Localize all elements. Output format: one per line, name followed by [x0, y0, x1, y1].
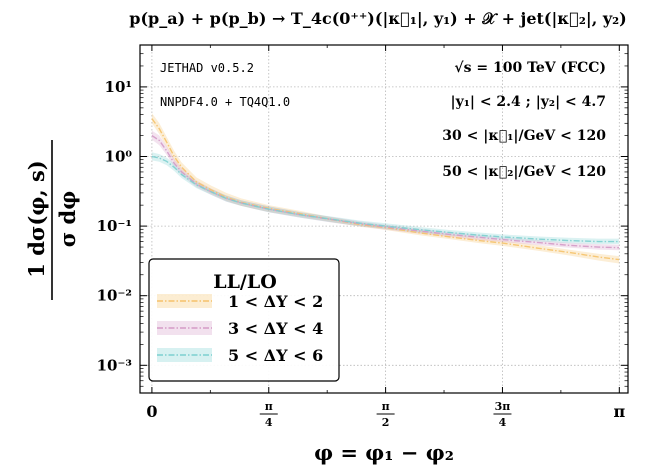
x-tick-label: π: [613, 402, 625, 421]
line-series-1: [151, 118, 620, 261]
x-tick-label: π2: [376, 400, 395, 429]
band-series-3: [151, 152, 620, 245]
y-tick-label: 10⁻¹: [97, 217, 132, 235]
annotation-generator: JETHAD v0.5.2: [160, 61, 254, 75]
x-tick-label-numerator: 3π: [495, 400, 511, 413]
x-axis-label: φ = φ₁ − φ₂: [314, 440, 454, 465]
legend: LL/LO 1 < ΔY < 2 3 < ΔY < 4 5 < ΔY < 6: [148, 258, 340, 382]
x-tick-label-denominator: 4: [499, 416, 507, 429]
x-tick-label: 0: [146, 402, 157, 421]
y-axis-ticks: 10⁻³ 10⁻² 10⁻¹ 10⁰ 10¹: [97, 53, 628, 387]
chart-title: p(p_a) + p(p_b) → T_4c(0⁺⁺)(|κ⃗₁|, y₁) +…: [129, 9, 627, 28]
x-tick-label: 3π4: [493, 400, 512, 429]
line-series-3: [151, 155, 620, 243]
x-tick-label-numerator: π: [265, 400, 273, 413]
y-tick-label: 10⁻²: [97, 287, 132, 305]
plot-frame: [139, 44, 629, 394]
x-tick-label-denominator: 2: [382, 416, 390, 429]
y-tick-label: 10¹: [105, 78, 132, 96]
x-tick-label-numerator: π: [382, 400, 390, 413]
legend-items: 1 < ΔY < 2 3 < ΔY < 4 5 < ΔY < 6: [157, 292, 323, 365]
annotation-kappa1-cut: 30 < |κ⃗₁|/GeV < 120: [442, 128, 606, 144]
y-tick-label: 10⁰: [105, 148, 133, 166]
legend-box: [148, 258, 340, 382]
annotation-kappa2-cut: 50 < |κ⃗₂|/GeV < 120: [442, 164, 606, 180]
annotation-rapidity-cuts: |y₁| < 2.4 ; |y₂| < 4.7: [451, 94, 607, 110]
annotation-energy: √s = 100 TeV (FCC): [454, 60, 606, 76]
band-series-2: [151, 130, 620, 251]
y-axis-label-numerator: 1 dσ(φ, s): [24, 160, 49, 277]
y-axis-label-denominator: σ dφ: [55, 191, 80, 247]
series-lines: [151, 118, 620, 261]
x-tick-label-denominator: 4: [265, 416, 273, 429]
legend-title: LL/LO: [213, 271, 277, 293]
x-tick-label: π4: [259, 400, 278, 429]
annotation-pdf: NNPDF4.0 + TQ4Q1.0: [160, 95, 290, 109]
legend-label-3: 5 < ΔY < 6: [228, 346, 323, 365]
y-tick-label: 10⁻³: [97, 356, 132, 374]
y-axis-label: 1 dσ(φ, s) σ dφ: [24, 140, 80, 300]
legend-label-1: 1 < ΔY < 2: [228, 292, 323, 311]
legend-label-2: 3 < ΔY < 4: [228, 319, 323, 338]
